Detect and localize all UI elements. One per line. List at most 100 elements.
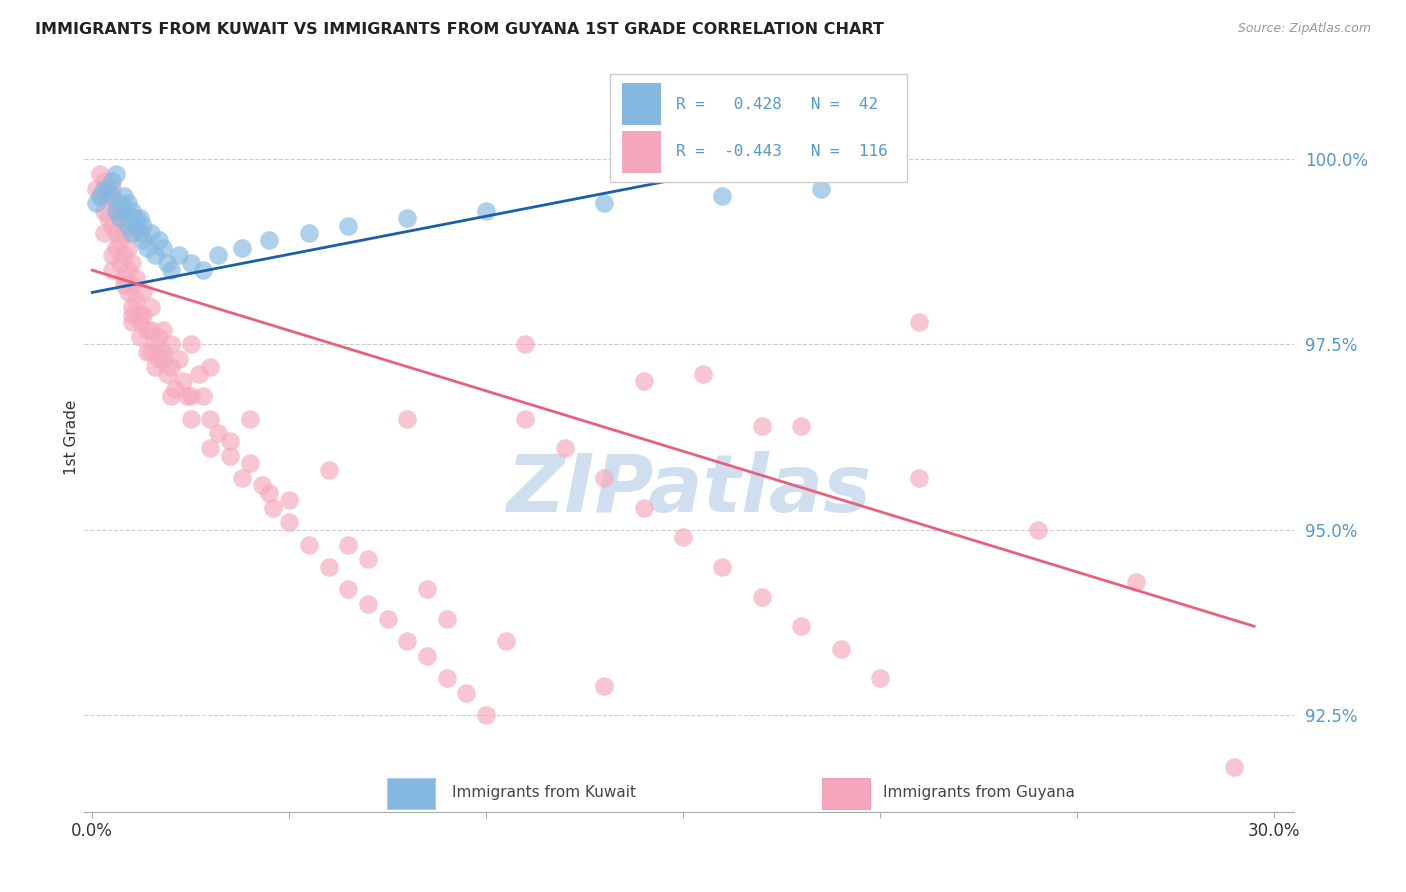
Point — [692, 367, 714, 381]
FancyBboxPatch shape — [623, 131, 661, 172]
Point — [108, 256, 131, 270]
Point — [148, 234, 170, 248]
Point — [121, 278, 143, 293]
Point — [396, 211, 419, 226]
Point — [191, 263, 214, 277]
Point — [259, 234, 281, 248]
Point — [515, 411, 537, 425]
Point — [200, 441, 222, 455]
Point — [124, 270, 146, 285]
Point — [156, 256, 179, 270]
Point — [908, 315, 931, 329]
Point — [337, 582, 360, 596]
Point — [337, 219, 360, 233]
Point — [167, 352, 190, 367]
Y-axis label: 1st Grade: 1st Grade — [63, 400, 79, 475]
Point — [132, 285, 155, 300]
Point — [219, 434, 242, 448]
Point — [633, 375, 655, 389]
Point — [141, 226, 163, 240]
Point — [180, 256, 202, 270]
Point — [112, 203, 135, 218]
Point — [104, 203, 127, 218]
Point — [108, 196, 131, 211]
Point — [633, 500, 655, 515]
Point — [128, 226, 150, 240]
FancyBboxPatch shape — [387, 778, 434, 809]
Point — [239, 456, 262, 470]
Point — [152, 344, 174, 359]
Point — [101, 248, 124, 262]
Point — [136, 241, 159, 255]
Point — [396, 634, 419, 648]
Point — [112, 278, 135, 293]
Point — [117, 263, 139, 277]
Point — [152, 241, 174, 255]
Point — [117, 241, 139, 255]
Point — [89, 167, 111, 181]
Point — [112, 226, 135, 240]
Point — [187, 367, 209, 381]
Point — [593, 471, 616, 485]
Point — [108, 211, 131, 226]
Point — [132, 234, 155, 248]
Point — [475, 203, 498, 218]
Point — [136, 344, 159, 359]
Point — [554, 441, 576, 455]
Point — [128, 330, 150, 344]
Point — [97, 181, 120, 195]
Point — [121, 256, 143, 270]
Point — [160, 263, 183, 277]
Point — [93, 226, 115, 240]
Point — [84, 196, 107, 211]
Point — [101, 263, 124, 277]
Point — [672, 530, 695, 544]
Point — [180, 389, 202, 403]
Point — [167, 248, 190, 262]
Point — [108, 234, 131, 248]
Point — [121, 226, 143, 240]
Point — [152, 322, 174, 336]
Point — [593, 679, 616, 693]
Point — [104, 241, 127, 255]
Point — [593, 196, 616, 211]
Point — [172, 375, 194, 389]
Point — [830, 641, 852, 656]
Point — [141, 300, 163, 314]
Point — [136, 322, 159, 336]
Point — [436, 671, 458, 685]
Point — [711, 189, 734, 203]
Point — [191, 389, 214, 403]
Point — [1026, 523, 1049, 537]
Point — [141, 322, 163, 336]
Point — [239, 411, 262, 425]
Point — [117, 196, 139, 211]
Point — [101, 174, 124, 188]
Point — [121, 203, 143, 218]
Text: IMMIGRANTS FROM KUWAIT VS IMMIGRANTS FROM GUYANA 1ST GRADE CORRELATION CHART: IMMIGRANTS FROM KUWAIT VS IMMIGRANTS FRO… — [35, 22, 884, 37]
Point — [1125, 574, 1147, 589]
FancyBboxPatch shape — [823, 778, 870, 809]
Point — [908, 471, 931, 485]
Point — [160, 359, 183, 374]
Point — [124, 219, 146, 233]
Point — [160, 337, 183, 351]
Text: Immigrants from Kuwait: Immigrants from Kuwait — [451, 786, 636, 800]
Point — [810, 181, 832, 195]
Point — [101, 196, 124, 211]
Point — [176, 389, 198, 403]
Point — [298, 226, 321, 240]
FancyBboxPatch shape — [610, 74, 907, 182]
Point — [180, 337, 202, 351]
Point — [436, 612, 458, 626]
Point — [262, 500, 284, 515]
Point — [869, 671, 891, 685]
Point — [148, 330, 170, 344]
Point — [790, 619, 813, 633]
Text: R =  -0.443   N =  116: R = -0.443 N = 116 — [676, 145, 887, 160]
Point — [377, 612, 399, 626]
Point — [93, 203, 115, 218]
Point — [93, 181, 115, 195]
Point — [250, 478, 273, 492]
Point — [104, 226, 127, 240]
